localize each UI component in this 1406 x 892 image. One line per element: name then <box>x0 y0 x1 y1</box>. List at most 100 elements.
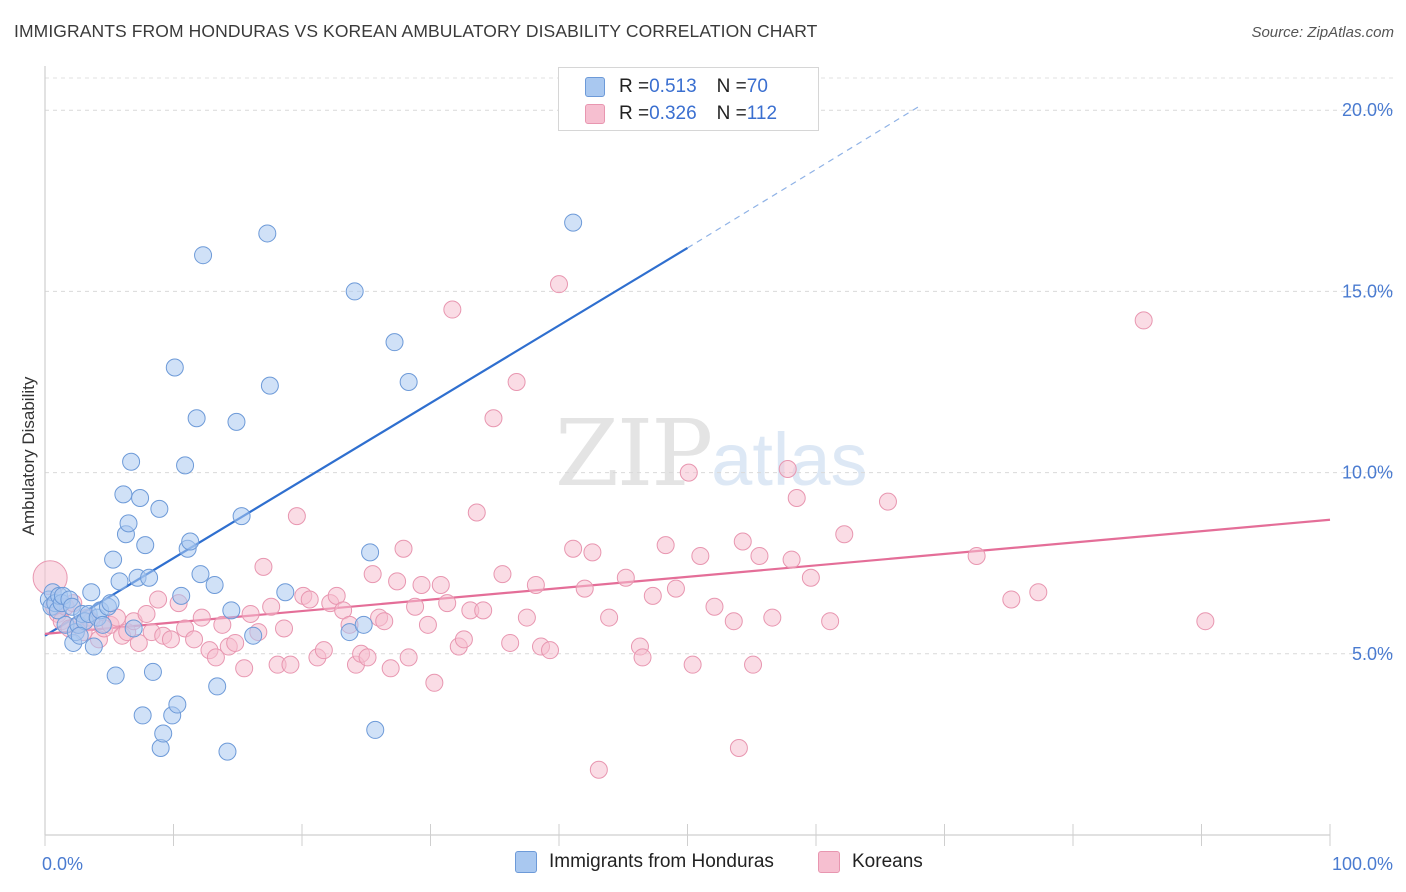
point-honduras <box>84 637 103 656</box>
legend-n-value: 112 <box>746 103 778 124</box>
point-honduras <box>122 452 141 471</box>
trend-lines <box>44 106 1331 637</box>
y-axis-title: Ambulatory Disability <box>19 376 38 535</box>
y-tick-label: 5.0% <box>1352 644 1393 664</box>
point-koreans <box>192 608 211 627</box>
point-koreans <box>656 536 675 555</box>
point-honduras <box>244 626 263 645</box>
point-koreans <box>443 300 462 319</box>
point-koreans <box>375 612 394 631</box>
point-koreans <box>213 615 232 634</box>
point-honduras <box>110 572 129 591</box>
point-koreans <box>185 630 204 649</box>
point-koreans <box>493 565 512 584</box>
point-koreans <box>517 608 536 627</box>
bottom-legend-swatch-honduras <box>515 851 537 873</box>
point-koreans <box>399 648 418 667</box>
legend-r-value: 0.513 <box>649 76 697 97</box>
bottom-legend-label-koreans: Koreans <box>852 851 923 872</box>
point-honduras <box>133 706 152 725</box>
point-koreans <box>1002 590 1021 609</box>
point-koreans <box>484 409 503 428</box>
point-koreans <box>679 463 698 482</box>
point-koreans <box>454 630 473 649</box>
point-honduras <box>101 594 120 613</box>
point-koreans <box>300 590 319 609</box>
point-honduras <box>136 536 155 555</box>
point-koreans <box>787 488 806 507</box>
point-koreans <box>666 579 685 598</box>
bottom-legend-koreans: Koreans <box>818 851 923 873</box>
point-honduras <box>181 532 200 551</box>
point-koreans <box>425 673 444 692</box>
point-honduras <box>260 376 279 395</box>
point-koreans <box>683 655 702 674</box>
watermark-zip: ZIP <box>555 400 713 507</box>
point-koreans <box>137 604 156 623</box>
point-koreans <box>394 539 413 558</box>
point-honduras <box>187 409 206 428</box>
point-koreans <box>550 275 568 294</box>
point-koreans <box>431 575 450 594</box>
point-koreans <box>501 633 520 652</box>
point-honduras <box>345 282 364 301</box>
point-honduras <box>70 626 89 645</box>
grid-lines <box>45 77 1393 655</box>
point-koreans <box>438 594 457 613</box>
point-koreans <box>281 655 300 674</box>
point-koreans <box>1029 583 1048 602</box>
point-koreans <box>600 608 619 627</box>
point-honduras <box>176 456 195 475</box>
point-honduras <box>104 550 123 569</box>
point-honduras <box>564 213 583 232</box>
point-koreans <box>705 597 724 616</box>
point-koreans <box>633 648 652 667</box>
point-koreans <box>526 575 545 594</box>
point-honduras <box>227 412 246 431</box>
point-honduras <box>93 615 112 634</box>
point-koreans <box>835 525 854 544</box>
point-koreans <box>744 655 763 674</box>
point-koreans <box>235 659 254 678</box>
stats-legend: R = 0.513 N = 70 R = 0.326 N = 112 <box>558 67 819 131</box>
point-koreans <box>691 546 710 565</box>
point-honduras <box>131 488 150 507</box>
point-honduras <box>143 662 162 681</box>
point-koreans <box>878 492 897 511</box>
point-honduras <box>232 507 251 526</box>
point-koreans <box>1196 612 1215 631</box>
point-koreans <box>149 590 168 609</box>
point-koreans <box>418 615 437 634</box>
y-tick-label: 20.0% <box>1342 100 1393 120</box>
legend-row-honduras: R = 0.513 N = 70 <box>585 74 768 100</box>
point-koreans <box>733 532 752 551</box>
point-honduras <box>150 499 169 518</box>
point-honduras <box>361 543 380 562</box>
y-tick-label: 10.0% <box>1342 463 1393 483</box>
point-honduras <box>194 246 213 265</box>
point-koreans <box>643 586 662 605</box>
y-tick-label: 15.0% <box>1342 281 1393 301</box>
bottom-legend-swatch-koreans <box>818 851 840 873</box>
point-koreans <box>564 539 583 558</box>
point-honduras <box>124 619 143 638</box>
point-honduras <box>276 583 295 602</box>
point-koreans <box>763 608 782 627</box>
point-koreans <box>406 597 425 616</box>
point-koreans <box>254 557 273 576</box>
point-koreans <box>589 760 608 779</box>
point-honduras <box>218 742 237 761</box>
point-koreans <box>241 604 260 623</box>
legend-r-label: R = <box>619 76 650 97</box>
point-koreans <box>226 633 245 652</box>
point-koreans <box>575 579 594 598</box>
point-honduras <box>222 601 241 620</box>
x-tick-label-min: 0.0% <box>42 854 83 874</box>
watermark: ZIPatlas <box>555 400 867 507</box>
point-koreans <box>729 739 748 758</box>
point-honduras <box>366 720 385 739</box>
point-koreans <box>358 648 377 667</box>
point-honduras <box>106 666 125 685</box>
point-honduras <box>208 677 227 696</box>
point-honduras <box>154 724 173 743</box>
